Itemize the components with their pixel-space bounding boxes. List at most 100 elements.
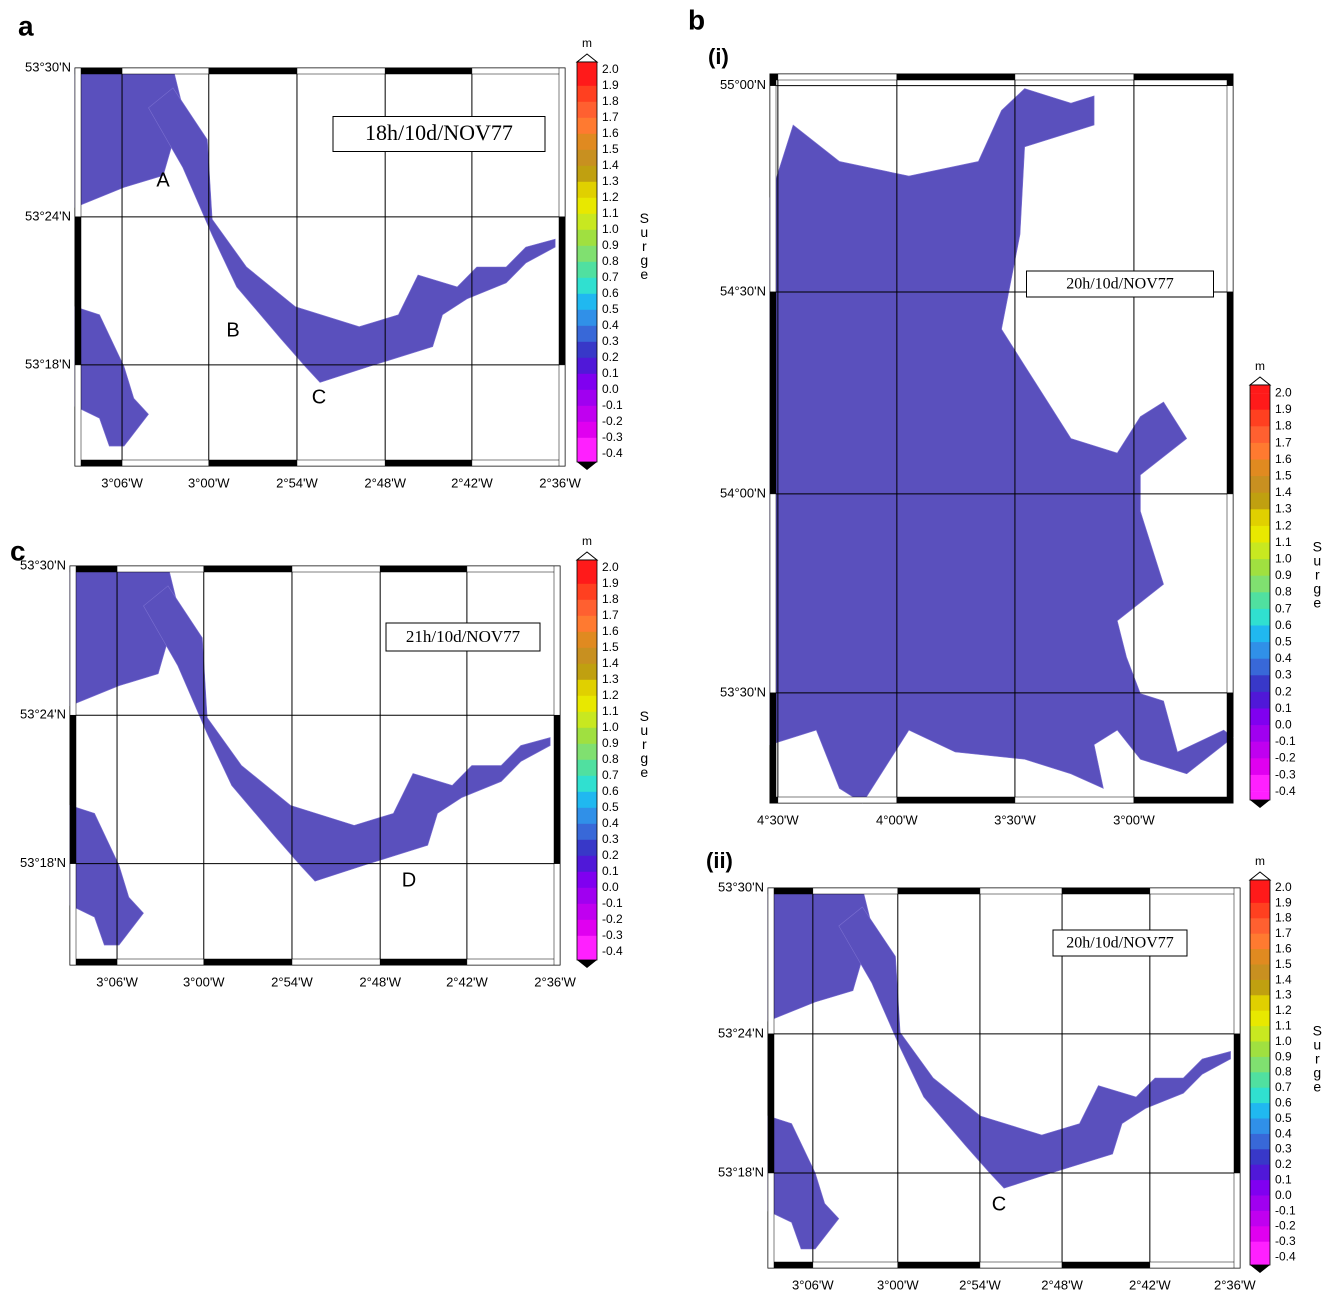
frame-tick — [553, 565, 561, 716]
frame-tick — [208, 67, 298, 75]
map-panel: 4°30'W 4°00'W 3°30'W 3°00'W 55°00'N 54°30'N 54… — [688, 4, 1325, 827]
lon-label: 2°54'W — [276, 475, 318, 490]
frame-tick — [1149, 1261, 1236, 1269]
colorbar-band — [1250, 542, 1270, 560]
colorbar-band — [577, 197, 597, 215]
colorbar-band — [1250, 625, 1270, 643]
colorbar-band — [1250, 675, 1270, 693]
colorbar-band — [1250, 1210, 1270, 1227]
colorbar-tick-label: 0.0 — [1275, 1188, 1292, 1202]
colorbar-band — [577, 727, 597, 745]
frame-tick — [116, 565, 205, 573]
frame-tick — [558, 216, 566, 366]
colorbar-tick-label: -0.3 — [602, 430, 623, 444]
colorbar-band — [577, 711, 597, 729]
map-panel: 3°06'W 3°00'W 2°54'W 2°48'W 2°42'W 2°36'W 53°3… — [10, 534, 652, 989]
lon-label: 3°30'W — [994, 812, 1036, 827]
colorbar-band — [577, 919, 597, 937]
model-domain — [69, 804, 144, 946]
colorbar-tick-label: 1.5 — [1275, 468, 1292, 482]
colorbar-band — [1250, 492, 1270, 510]
colorbar-band — [1250, 1041, 1270, 1058]
colorbar-tick-label: 0.6 — [602, 784, 619, 798]
colorbar-band — [577, 615, 597, 633]
frame-tick — [69, 863, 77, 966]
colorbar-tick-label: -0.4 — [1275, 1249, 1296, 1263]
colorbar-tick-label: 1.4 — [1275, 485, 1292, 499]
colorbar-band — [577, 389, 597, 407]
frame-tick — [812, 887, 899, 895]
colorbar-tick-label: 0.3 — [1275, 668, 1292, 682]
colorbar-tick-label: -0.1 — [602, 896, 623, 910]
colorbar-tick-label: 1.7 — [1275, 435, 1292, 449]
frame-tick — [769, 85, 777, 293]
frame-tick — [767, 1033, 775, 1174]
frame-tick — [1233, 1033, 1241, 1174]
frame-tick — [769, 493, 777, 694]
frame-tick — [1226, 291, 1234, 495]
lat-label: 53°30'N — [20, 557, 66, 572]
time-label: 18h/10d/NOV77 — [365, 120, 513, 145]
colorbar-tick-label: 1.8 — [1275, 419, 1292, 433]
colorbar-tick-label: -0.2 — [602, 414, 623, 428]
time-box — [332, 116, 546, 152]
colorbar-band — [577, 855, 597, 873]
time-label: 21h/10d/NOV77 — [406, 627, 521, 646]
frame-tick — [1149, 887, 1236, 895]
lat-label: 53°30'N — [718, 879, 764, 894]
colorbar-band — [1250, 1133, 1270, 1150]
lon-label: 3°06'W — [101, 475, 143, 490]
lat-label: 53°18'N — [25, 356, 71, 371]
frame-tick — [121, 67, 210, 75]
colorbar-tick-label: 1.2 — [602, 190, 619, 204]
frame-tick — [769, 692, 777, 804]
colorbar-tick-label: 0.4 — [602, 318, 619, 332]
colorbar-band — [1250, 1164, 1270, 1181]
sub-label: (i) — [708, 44, 729, 69]
frame-tick — [1233, 1172, 1241, 1269]
colorbar-tick-label: 1.0 — [602, 720, 619, 734]
colorbar-tick-label: 0.8 — [1275, 1065, 1292, 1079]
colorbar-tick-label: 0.9 — [1275, 568, 1292, 582]
colorbar-tick-label: 0.2 — [602, 350, 619, 364]
frame-tick — [69, 958, 118, 966]
colorbar-band — [577, 421, 597, 439]
colorbar-arrow — [1248, 376, 1272, 386]
frame-tick — [208, 459, 298, 467]
colorbar-band — [577, 560, 597, 568]
model-domain — [838, 906, 1231, 1189]
lon-label: 3°06'W — [96, 974, 138, 989]
colorbar-band — [577, 293, 597, 311]
colorbar-band — [577, 213, 597, 231]
colorbar-band — [1250, 933, 1270, 950]
frame-tick — [777, 796, 898, 804]
frame-tick — [767, 887, 814, 895]
colorbar-band — [577, 663, 597, 681]
colorbar-band — [1250, 887, 1270, 904]
point-label: C — [312, 386, 326, 408]
colorbar-tick-label: 1.6 — [1275, 452, 1292, 466]
colorbar-band — [577, 935, 597, 953]
colorbar-tick-label: 2.0 — [602, 62, 619, 76]
colorbar-band — [577, 791, 597, 809]
colorbar-tick-label: 0.2 — [602, 848, 619, 862]
lon-label: 2°42'W — [1129, 1277, 1171, 1292]
lat-label: 53°24'N — [718, 1025, 764, 1040]
lat-label: 53°30'N — [25, 59, 71, 74]
colorbar-tick-label: 1.5 — [1275, 957, 1292, 971]
colorbar-tick-label: 1.8 — [602, 94, 619, 108]
panel-label: b — [688, 4, 705, 35]
lat-label: 55°00'N — [720, 77, 766, 92]
point-label: D — [402, 869, 416, 891]
colorbar-tick-label: 1.3 — [602, 174, 619, 188]
colorbar-band — [1250, 1149, 1270, 1166]
frame-tick — [769, 73, 777, 86]
frame-tick — [69, 714, 77, 864]
colorbar-tick-label: 0.3 — [602, 334, 619, 348]
lon-label: 2°48'W — [359, 974, 401, 989]
frame-tick — [466, 565, 556, 573]
colorbar-title: Surge — [636, 708, 652, 778]
colorbar-band — [1250, 880, 1270, 888]
frame-tick — [897, 1261, 981, 1269]
colorbar-band — [1250, 476, 1270, 494]
